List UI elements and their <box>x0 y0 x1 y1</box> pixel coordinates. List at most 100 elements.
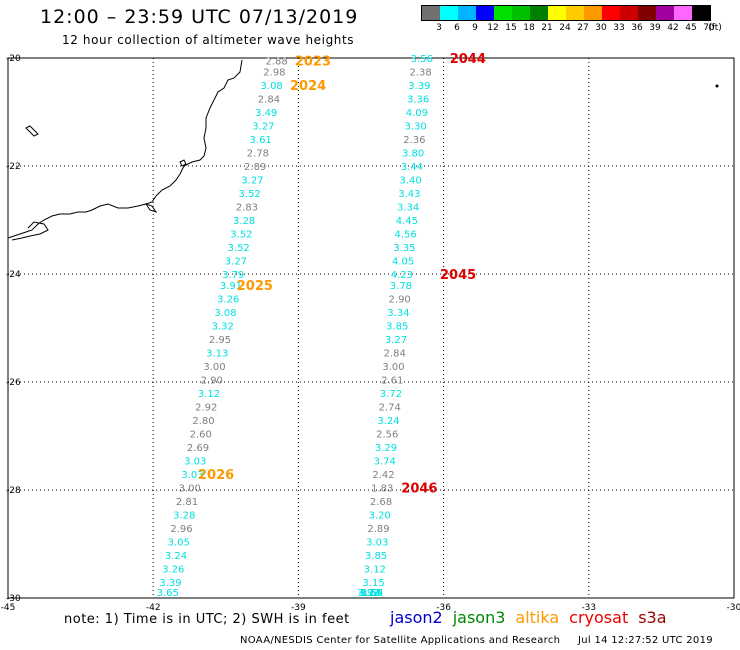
wave-height-value: 3.26 <box>162 564 184 575</box>
wave-height-value: 3.92 <box>357 588 379 599</box>
latitude-label: -26 <box>6 378 21 388</box>
brazil-coastline <box>7 59 243 239</box>
wave-height-value: 3.27 <box>252 122 274 133</box>
pass-id-label: 2023 <box>295 55 331 70</box>
wave-height-value: 2.90 <box>389 294 411 305</box>
wave-height-value: 2.98 <box>263 68 285 79</box>
legend-tick-label: 12 <box>487 23 499 33</box>
wave-height-value: 1.83 <box>371 483 393 494</box>
wave-height-value: 3.34 <box>397 203 419 214</box>
wave-height-value: 2.61 <box>381 375 403 386</box>
coastal-bay <box>11 221 49 241</box>
wave-height-value: 3.13 <box>206 348 228 359</box>
wave-height-value: 3.00 <box>179 483 201 494</box>
wave-height-value: 3.85 <box>365 551 387 562</box>
pass-identifiers: 2023 2024 2025 2026 2044 2045 2046 <box>198 52 486 496</box>
wave-height-tracks: 2.882.98 3.08 2.84 3.49 3.27 3.61 2.78 2.89 3.27… <box>157 54 433 599</box>
longitude-label: -45 <box>1 603 16 613</box>
wave-height-value: 4.23 <box>391 270 413 281</box>
pass-id-label: 2046 <box>401 481 437 496</box>
wave-height-value: 2.69 <box>187 443 209 454</box>
legend-swatch <box>692 6 710 20</box>
legend-swatch <box>638 6 656 20</box>
longitude-label: -42 <box>146 603 161 613</box>
wave-height-value: 3.80 <box>402 149 424 160</box>
wave-height-value: 3.12 <box>364 564 386 575</box>
wave-height-value: 3.28 <box>233 216 255 227</box>
wave-height-value: 3.27 <box>241 176 263 187</box>
map-grid: -45 -42 -39 -36 -33 -30 -20 -22 -24 -26 -28 -30 <box>1 54 740 613</box>
wave-height-value: 3.27 <box>225 257 247 268</box>
satellite-legend: jason2 jason3 altika cryosat s3a <box>390 608 667 627</box>
wave-height-value: 3.08 <box>261 81 283 92</box>
wave-height-value: 3.34 <box>387 308 409 319</box>
wave-height-value: 3.29 <box>375 443 397 454</box>
wave-height-value: 3.78 <box>390 281 412 292</box>
latitude-label: -28 <box>6 486 21 496</box>
wave-height-value: 2.81 <box>176 497 198 508</box>
wave-height-value: 2.88 <box>265 57 287 68</box>
wave-height-value: 3.39 <box>159 578 181 589</box>
wave-height-value: 3.03 <box>366 537 388 548</box>
wave-height-value: 3.49 <box>255 108 277 119</box>
wave-height-value: 3.28 <box>173 510 195 521</box>
legend-swatch <box>602 6 620 20</box>
legend-tick-label: 9 <box>472 23 478 33</box>
legend-swatch <box>530 6 548 20</box>
wave-height-value: 3.24 <box>377 416 399 427</box>
legend-swatch <box>584 6 602 20</box>
legend-swatch <box>566 6 584 20</box>
legend-swatch <box>620 6 638 20</box>
wave-height-value: 3.39 <box>408 81 430 92</box>
wave-height-value: 4.05 <box>392 257 414 268</box>
wave-height-value: 2.95 <box>209 335 231 346</box>
satellite-name: jason3 <box>452 608 506 627</box>
coastline <box>7 59 719 241</box>
satellite-name: altika <box>515 608 560 627</box>
pass-id-label: 2024 <box>290 79 326 94</box>
wave-height-value: 4.24 <box>359 588 381 599</box>
wave-height-value: 2.60 <box>190 429 212 440</box>
legend-tick-label: 45 <box>685 23 697 33</box>
wave-height-value: 3.15 <box>362 578 384 589</box>
wave-height-value: 3.12 <box>198 389 220 400</box>
wave-height-value: 3.52 <box>239 189 261 200</box>
pass-id-label: 2044 <box>450 52 486 67</box>
wave-height-value: 3.00 <box>203 362 225 373</box>
legend-swatch <box>476 6 494 20</box>
wave-height-value: 3.30 <box>404 122 426 133</box>
wave-height-value: 3.91 <box>220 281 242 292</box>
legend-tick-label: 30 <box>595 23 607 33</box>
longitude-label: -39 <box>291 603 306 613</box>
legend-tick-label: 39 <box>649 23 661 33</box>
coastal-bay <box>144 203 158 213</box>
longitude-label: -33 <box>581 603 596 613</box>
legend-tick-label: 70 <box>703 23 715 33</box>
color-legend-bar <box>421 5 711 21</box>
wave-height-value: 3.79 <box>222 270 244 281</box>
legend-tick-label: 36 <box>631 23 643 33</box>
latitude-label: -22 <box>6 162 21 172</box>
legend-tick-label: 18 <box>523 23 535 33</box>
legend-swatch <box>548 6 566 20</box>
wave-height-value: 3.32 <box>212 321 234 332</box>
wave-height-value: 3.65 <box>157 588 179 599</box>
legend-tick-label: 24 <box>559 23 571 33</box>
wave-height-value: 3.35 <box>393 243 415 254</box>
satellite-name: cryosat <box>569 608 629 627</box>
page-subtitle: 12 hour collection of altimeter wave hei… <box>62 33 355 47</box>
wave-height-value: 3.20 <box>369 510 391 521</box>
wave-height-value: 3.43 <box>398 189 420 200</box>
wave-height-value: 2.84 <box>384 348 406 359</box>
satellite-name: s3a <box>638 608 667 627</box>
wave-height-value: 2.92 <box>195 402 217 413</box>
wave-height-value: 3.52 <box>230 230 252 241</box>
wave-height-value: 3.52 <box>228 243 250 254</box>
wave-height-value: 3.03 <box>184 456 206 467</box>
latitude-label: -30 <box>6 594 21 604</box>
legend-unit: (ft) <box>708 23 722 33</box>
wave-height-value: 3.24 <box>165 551 187 562</box>
wave-height-value: 3.40 <box>399 176 421 187</box>
wave-height-value: 4.56 <box>395 230 417 241</box>
wave-height-value: 2.90 <box>201 375 223 386</box>
